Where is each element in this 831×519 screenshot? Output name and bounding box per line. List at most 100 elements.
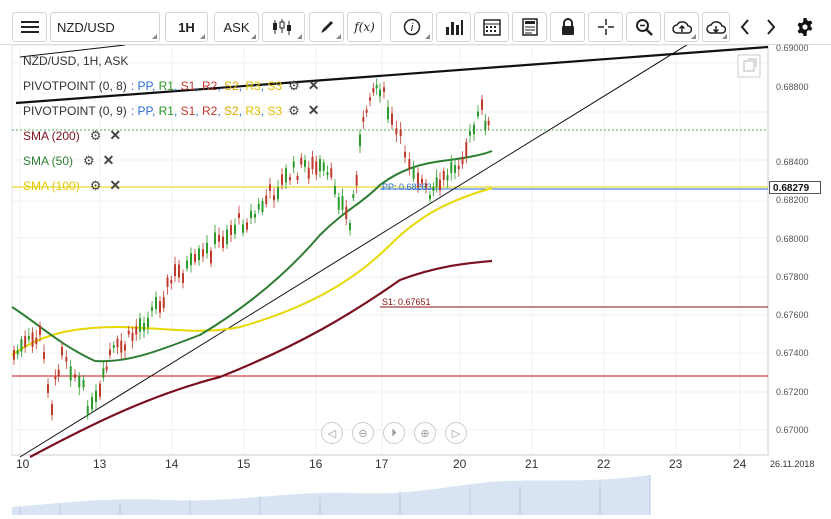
draw-tool-button[interactable] — [309, 12, 344, 42]
price-chart[interactable]: PP: 0.68263 S1: 0.67651 NZD/USD, 1H, ASK… — [0, 43, 831, 519]
bar-chart-icon — [445, 20, 463, 35]
y-tick: 0.67000 — [776, 425, 809, 435]
candle-body — [186, 260, 188, 269]
volume-bars-button[interactable] — [436, 12, 471, 42]
timeframe-selector[interactable]: 1H — [165, 12, 208, 42]
chart-toolbar: NZD/USD 1H ASK f(x) i — [0, 0, 831, 45]
close-icon[interactable]: ✕ — [307, 77, 320, 93]
magnifier-icon — [635, 19, 653, 36]
fullscreen-icon[interactable] — [737, 54, 761, 78]
candle-body — [375, 84, 378, 89]
upload-button[interactable] — [664, 12, 699, 42]
reset-view-button[interactable]: ⏵ — [383, 422, 405, 444]
y-tick: 0.69000 — [776, 43, 809, 53]
candle-body — [285, 168, 287, 183]
candle-body — [273, 195, 275, 201]
close-icon[interactable]: ✕ — [102, 152, 115, 168]
scroll-left-button[interactable] — [732, 12, 757, 42]
legend-pivot-9[interactable]: PIVOTPOINT (0, 9) : PP, R1, S1, R2, S2, … — [23, 102, 319, 119]
legend-sma-100[interactable]: SMA (100) ⚙ ✕ — [23, 177, 121, 194]
template-button[interactable] — [512, 12, 547, 42]
candle-body — [194, 253, 196, 262]
scroll-right-button[interactable] — [758, 12, 783, 42]
candle-body — [135, 326, 138, 335]
hamburger-icon — [20, 21, 39, 33]
gear-icon[interactable]: ⚙ — [83, 152, 95, 168]
candle-body — [417, 172, 419, 188]
scroll-forward-button[interactable]: ▷ — [445, 422, 467, 444]
price-tag-value: 0.68471 — [772, 146, 809, 157]
candle-body — [473, 124, 475, 135]
candle-body — [151, 306, 153, 311]
price-side-selector[interactable]: ASK — [214, 12, 259, 42]
zoom-button[interactable] — [626, 12, 661, 42]
candle-body — [292, 161, 295, 168]
candle-body — [379, 89, 381, 97]
x-tick: 17 — [375, 457, 389, 471]
candle-body — [439, 179, 441, 191]
candle-body — [315, 161, 318, 175]
candle-body — [109, 349, 111, 356]
info-button[interactable]: i — [390, 12, 433, 42]
candle-body — [102, 368, 105, 378]
candle-body — [234, 224, 236, 235]
download-button[interactable] — [702, 12, 730, 42]
candle-body — [95, 390, 97, 403]
candle-body — [369, 97, 371, 101]
scroll-back-button[interactable]: ◁ — [321, 422, 343, 444]
candle-body — [372, 88, 375, 93]
indicators-button[interactable]: f(x) — [347, 12, 382, 42]
legend-sma-50[interactable]: SMA (50) ⚙ ✕ — [23, 152, 114, 169]
candle-body — [65, 357, 68, 362]
document-icon — [521, 18, 538, 36]
candle-body — [349, 223, 351, 231]
cloud-download-icon — [706, 21, 726, 34]
candle-body — [487, 120, 490, 126]
candle-body — [27, 335, 30, 340]
candle-body — [206, 242, 208, 254]
candle-body — [82, 379, 85, 388]
x-tick: 14 — [165, 457, 179, 471]
candle-body — [408, 159, 411, 169]
s2-price-tag: 0.67284 — [769, 370, 821, 383]
menu-button[interactable] — [12, 12, 47, 42]
gear-icon[interactable]: ⚙ — [89, 177, 102, 193]
close-icon[interactable]: ✕ — [109, 127, 122, 143]
candle-body — [341, 196, 344, 210]
symbol-selector[interactable]: NZD/USD — [50, 12, 160, 42]
candle-body — [355, 175, 358, 186]
gear-icon[interactable]: ⚙ — [288, 102, 300, 118]
calendar-button[interactable] — [474, 12, 509, 42]
legend-sma-200[interactable]: SMA (200) ⚙ ✕ — [23, 127, 121, 144]
close-icon[interactable]: ✕ — [307, 102, 320, 118]
chart-type-button[interactable] — [262, 12, 305, 42]
pp-level-label: PP: 0.68263 — [382, 182, 432, 192]
zoom-in-button[interactable]: ⊕ — [414, 422, 436, 444]
zoom-in-icon: ⊕ — [420, 427, 430, 440]
zoom-out-button[interactable]: ⊖ — [352, 422, 374, 444]
svg-text:i: i — [410, 22, 413, 34]
chart-canvas[interactable]: PP: 0.68263 S1: 0.67651 — [0, 45, 831, 519]
gear-icon[interactable]: ⚙ — [288, 77, 300, 93]
x-tick: 16 — [309, 457, 323, 471]
lock-button[interactable] — [550, 12, 585, 42]
settings-button[interactable] — [790, 12, 820, 42]
candle-body — [61, 346, 63, 356]
arrow-right-icon: ▷ — [451, 427, 461, 440]
chevron-right-icon — [766, 19, 775, 35]
last-price-tag: 0.68583 — [769, 123, 821, 138]
candle-body — [429, 194, 431, 200]
crosshair-button[interactable] — [588, 12, 623, 42]
candle-body — [246, 222, 248, 230]
candle-body — [24, 336, 27, 348]
candle-body — [391, 113, 393, 125]
y-tick: 0.68200 — [776, 195, 809, 205]
legend-pivot-8[interactable]: PIVOTPOINT (0, 8) : PP, R1, S1, R2, S2, … — [23, 77, 319, 94]
y-tick: 0.67200 — [776, 387, 809, 397]
candle-body — [250, 210, 252, 218]
fx-label: f(x) — [354, 20, 375, 34]
close-icon[interactable]: ✕ — [109, 177, 122, 193]
reset-icon: ⏵ — [391, 426, 397, 439]
gear-icon[interactable]: ⚙ — [89, 127, 102, 143]
x-tick: 21 — [525, 457, 539, 471]
